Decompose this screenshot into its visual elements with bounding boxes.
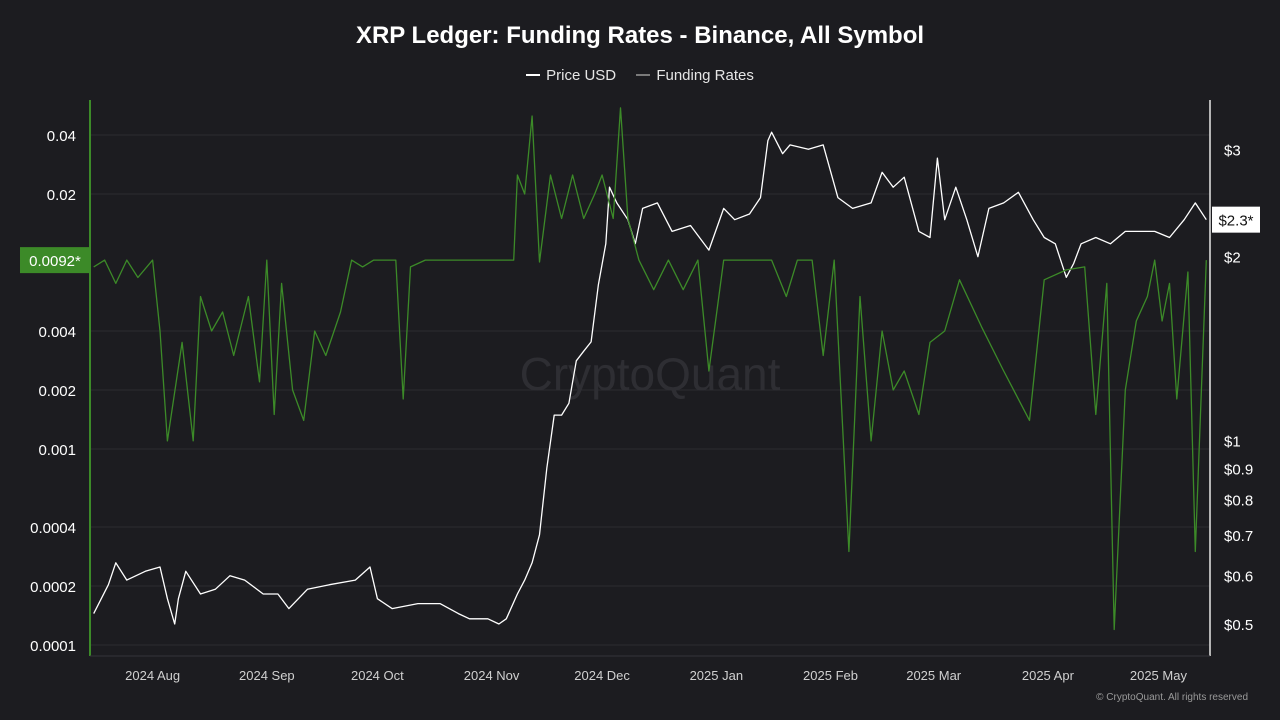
left-tick-label: 0.004: [38, 324, 76, 341]
legend-label-funding: Funding Rates: [656, 66, 754, 84]
left-tick-label: 0.04: [47, 128, 76, 145]
x-tick-label: 2025 Apr: [1022, 668, 1075, 683]
right-tick-label: $0.7: [1224, 528, 1253, 545]
series-funding-line: [93, 107, 1207, 631]
x-tick-label: 2024 Aug: [125, 668, 180, 683]
x-tick-label: 2025 May: [1130, 668, 1188, 683]
right-current-badge: [1212, 206, 1260, 233]
right-tick-label: $2: [1224, 250, 1241, 267]
x-tick-label: 2024 Sep: [239, 668, 295, 683]
x-tick-label: 2024 Nov: [464, 668, 520, 683]
right-tick-label: $1: [1224, 433, 1241, 450]
left-tick-label: 0.0001: [30, 638, 76, 655]
left-tick-label: 0.02: [47, 187, 76, 204]
x-tick-label: 2024 Dec: [574, 668, 630, 683]
left-tick-label: 0.0004: [30, 520, 76, 537]
left-tick-label: 0.002: [38, 383, 76, 400]
right-tick-label: $3: [1224, 142, 1241, 159]
legend-swatch-price: [526, 74, 541, 76]
chart-legend: Price USD Funding Rates: [0, 63, 1280, 84]
left-current-badge: [20, 247, 90, 274]
x-tick-label: 2025 Jan: [690, 668, 744, 683]
right-tick-label: $0.9: [1224, 461, 1253, 478]
legend-swatch-funding: [636, 74, 651, 76]
x-tick-label: 2025 Feb: [803, 668, 858, 683]
copyright-text: © CryptoQuant. All rights reserved: [1096, 692, 1248, 703]
chart-title: XRP Ledger: Funding Rates - Binance, All…: [355, 22, 925, 49]
left-current-label: 0.0092*: [29, 253, 81, 270]
legend-label-price: Price USD: [546, 66, 617, 84]
legend-item-funding[interactable]: Funding Rates: [636, 67, 754, 84]
x-tick-label: 2025 Mar: [906, 668, 962, 683]
right-tick-label: $0.6: [1224, 569, 1253, 586]
left-tick-label: 0.0002: [30, 579, 76, 596]
right-tick-label: $0.5: [1224, 617, 1253, 634]
series-price-line: [93, 131, 1207, 625]
watermark: CryptoQuant: [520, 348, 781, 400]
legend-item-price[interactable]: Price USD: [526, 67, 616, 84]
x-tick-label: 2024 Oct: [351, 668, 404, 683]
right-current-label: $2.3*: [1218, 213, 1253, 230]
left-tick-label: 0.001: [38, 442, 76, 459]
right-tick-label: $0.8: [1224, 492, 1253, 509]
